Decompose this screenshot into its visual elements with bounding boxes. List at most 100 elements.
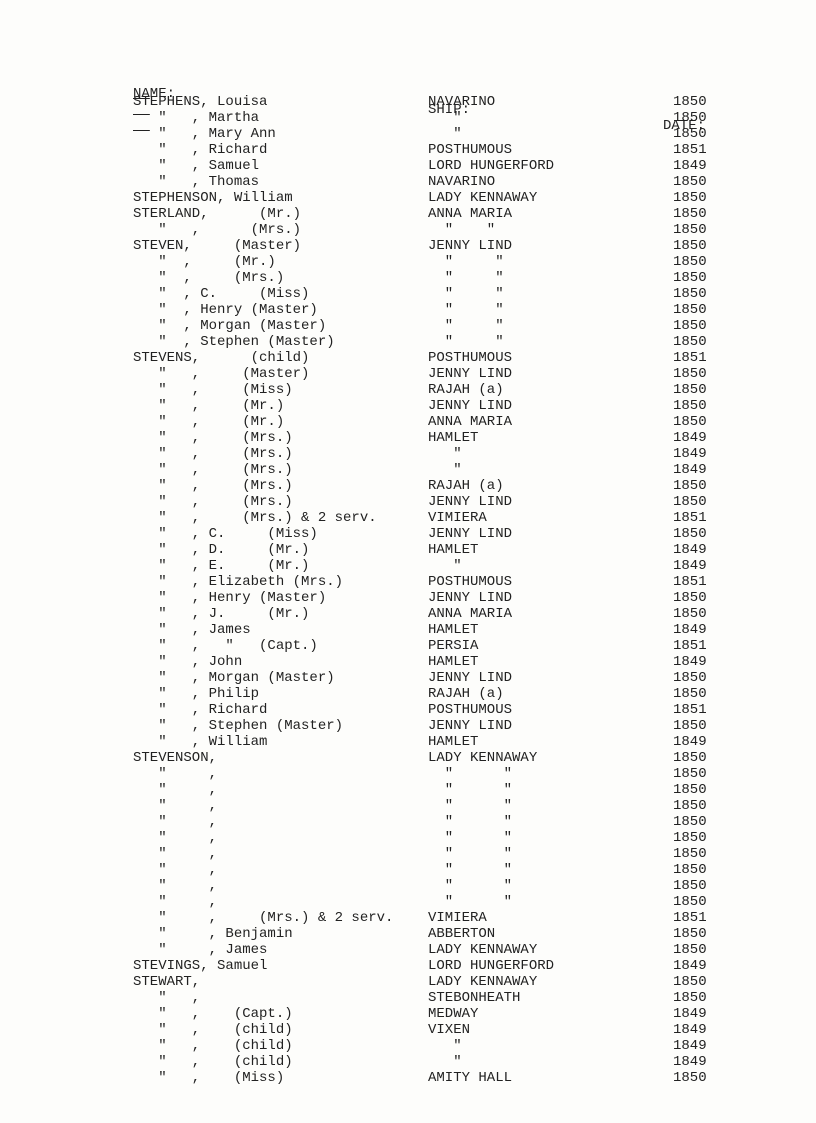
cell-ship: POSTHUMOUS — [428, 702, 512, 718]
cell-date: 1850 — [673, 846, 707, 862]
cell-name: " , Benjamin — [133, 926, 293, 942]
table-row: " , (Mrs.) " "1850 — [133, 222, 816, 238]
table-row: " , (Mrs.)RAJAH (a)1850 — [133, 478, 816, 494]
cell-name: " , — [133, 862, 217, 878]
cell-ship: JENNY LIND — [428, 398, 512, 414]
table-row: " , " "1850 — [133, 894, 816, 910]
cell-date: 1850 — [673, 414, 707, 430]
table-row: " , (Mrs.) "1849 — [133, 462, 816, 478]
cell-name: " , Richard — [133, 142, 267, 158]
table-row: STEVENSON,LADY KENNAWAY1850 — [133, 750, 816, 766]
cell-name: STEPHENS, Louisa — [133, 94, 267, 110]
cell-date: 1851 — [673, 702, 707, 718]
cell-date: 1849 — [673, 654, 707, 670]
cell-date: 1850 — [673, 798, 707, 814]
header-row: NAME: SHIP: DATE: — [133, 70, 816, 86]
table-row: " , E. (Mr.) "1849 — [133, 558, 816, 574]
cell-ship: " " — [428, 814, 512, 830]
table-row: " , (Capt.)MEDWAY1849 — [133, 1006, 816, 1022]
cell-ship: " — [428, 1054, 462, 1070]
table-row: " , (Mrs.) " "1850 — [133, 270, 816, 286]
cell-date: 1850 — [673, 526, 707, 542]
table-row: " , (Mr.)ANNA MARIA1850 — [133, 414, 816, 430]
cell-ship: JENNY LIND — [428, 238, 512, 254]
cell-ship: RAJAH (a) — [428, 382, 504, 398]
cell-date: 1849 — [673, 1006, 707, 1022]
data-rows-container: STEPHENS, Louisa NAVARINO 1850 " , Martha … — [133, 94, 816, 1086]
cell-ship: " " — [428, 286, 504, 302]
cell-date: 1850 — [673, 174, 707, 190]
table-row: " , Martha "1850 — [133, 110, 816, 126]
cell-name: " , (child) — [133, 1022, 293, 1038]
cell-ship: LADY KENNAWAY — [428, 190, 537, 206]
cell-name: " , D. (Mr.) — [133, 542, 309, 558]
cell-date: 1849 — [673, 462, 707, 478]
cell-date: 1850 — [673, 718, 707, 734]
cell-name: " , — [133, 894, 217, 910]
cell-name: " , William — [133, 734, 267, 750]
table-row: " , " "1850 — [133, 830, 816, 846]
cell-ship: " — [428, 558, 462, 574]
cell-name: STERLAND, (Mr.) — [133, 206, 301, 222]
cell-name: " , — [133, 766, 217, 782]
cell-date: 1850 — [673, 686, 707, 702]
cell-name: " , Richard — [133, 702, 267, 718]
cell-name: " , C. (Miss) — [133, 286, 309, 302]
cell-name: " , (Mrs.) — [133, 446, 293, 462]
cell-ship: NAVARINO — [428, 94, 495, 110]
cell-name: " , Elizabeth (Mrs.) — [133, 574, 343, 590]
cell-date: 1850 — [673, 782, 707, 798]
cell-name: STEPHENSON, William — [133, 190, 293, 206]
cell-name: " , — [133, 990, 200, 1006]
cell-name: " , E. (Mr.) — [133, 558, 309, 574]
cell-date: 1850 — [673, 110, 707, 126]
cell-ship: JENNY LIND — [428, 718, 512, 734]
table-row: " , " "1850 — [133, 814, 816, 830]
cell-name: " , (Master) — [133, 366, 309, 382]
table-row: " , " "1850 — [133, 782, 816, 798]
cell-name: " , Mary Ann — [133, 126, 276, 142]
table-row: " , " "1850 — [133, 862, 816, 878]
table-row: STERLAND, (Mr.)ANNA MARIA1850 — [133, 206, 816, 222]
cell-ship: HAMLET — [428, 654, 478, 670]
table-row: " , " "1850 — [133, 846, 816, 862]
cell-name: " , James — [133, 942, 267, 958]
cell-ship: JENNY LIND — [428, 590, 512, 606]
cell-ship: JENNY LIND — [428, 526, 512, 542]
cell-name: " , James — [133, 622, 251, 638]
cell-ship: STEBONHEATH — [428, 990, 520, 1006]
cell-ship: " " — [428, 222, 495, 238]
table-row: STEVINGS, SamuelLORD HUNGERFORD1849 — [133, 958, 816, 974]
cell-name: " , Morgan (Master) — [133, 670, 335, 686]
table-row: STEVEN, (Master)JENNY LIND1850 — [133, 238, 816, 254]
cell-date: 1850 — [673, 270, 707, 286]
cell-ship: VIMIERA — [428, 910, 487, 926]
cell-ship: LADY KENNAWAY — [428, 750, 537, 766]
cell-ship: " — [428, 126, 462, 142]
cell-ship: JENNY LIND — [428, 494, 512, 510]
cell-name: " , Thomas — [133, 174, 259, 190]
table-row: " , " "1850 — [133, 766, 816, 782]
cell-name: " , " (Capt.) — [133, 638, 318, 654]
cell-date: 1850 — [673, 878, 707, 894]
table-row: " , J. (Mr.)ANNA MARIA1850 — [133, 606, 816, 622]
cell-date: 1850 — [673, 206, 707, 222]
cell-date: 1849 — [673, 1038, 707, 1054]
table-row: " , (Mrs.) "1849 — [133, 446, 816, 462]
table-row: " , ThomasNAVARINO1850 — [133, 174, 816, 190]
cell-date: 1850 — [673, 238, 707, 254]
cell-ship: " " — [428, 318, 504, 334]
cell-name: " , (Miss) — [133, 382, 293, 398]
cell-name: " , — [133, 798, 217, 814]
cell-date: 1850 — [673, 382, 707, 398]
cell-date: 1850 — [673, 478, 707, 494]
cell-date: 1850 — [673, 190, 707, 206]
table-row: " , (Mr.)JENNY LIND1850 — [133, 398, 816, 414]
cell-name: " , (Mrs.) — [133, 462, 293, 478]
cell-name: " , — [133, 814, 217, 830]
cell-name: " , (Mrs.) — [133, 222, 301, 238]
cell-date: 1850 — [673, 974, 707, 990]
cell-name: " , (child) — [133, 1038, 293, 1054]
cell-ship: LADY KENNAWAY — [428, 942, 537, 958]
cell-ship: RAJAH (a) — [428, 478, 504, 494]
